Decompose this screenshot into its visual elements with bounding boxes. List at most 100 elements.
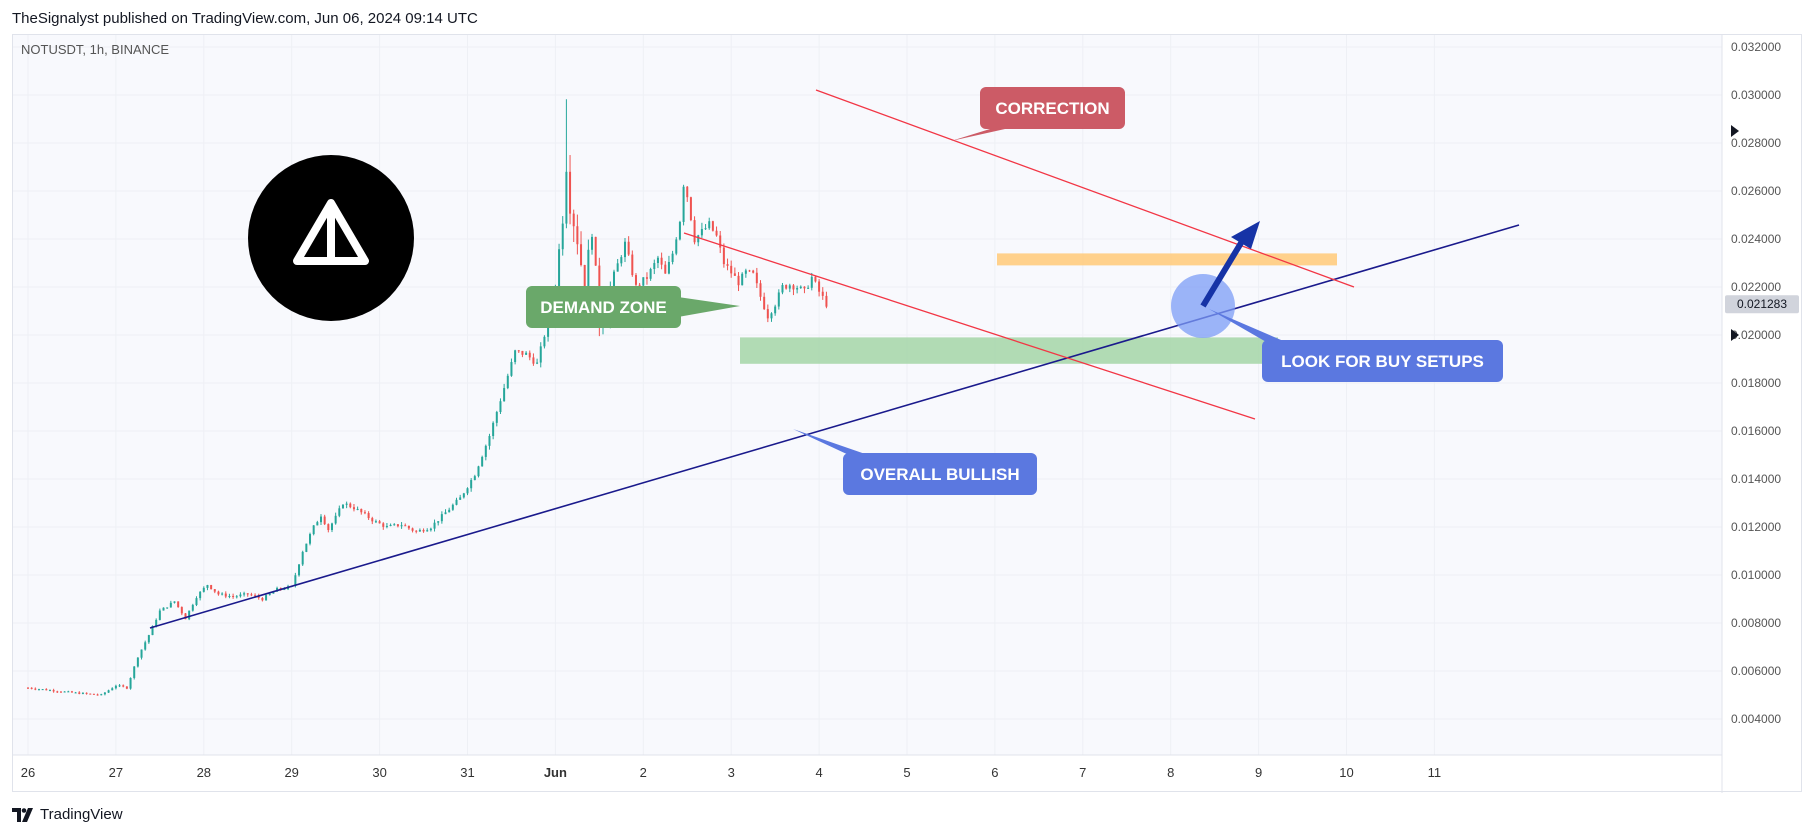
bullish-trendline [149,224,1520,629]
candle-body [514,350,517,363]
candle-body [664,264,667,274]
buy-setups-label-tail [1209,309,1288,343]
x-tick-label: 8 [1167,765,1174,780]
candle-body [199,591,202,599]
candle-body [330,523,333,531]
candle-body [792,285,795,290]
zone-layer [740,253,1337,364]
last-price-badge [1725,295,1799,314]
x-axis[interactable]: 26 27 28 29 30 31 Jun 2 3 4 5 6 7 8 9 10 11 [21,765,1441,780]
candle-body [323,516,326,525]
y-tick-label: 0.022000 [1731,280,1781,294]
candle-body [96,694,99,696]
candle-body [363,512,366,514]
candle-body [488,436,491,446]
chart-frame[interactable]: CORRECTION DEMAND ZONE LOOK FOR BUY SETUPS… [12,34,1803,793]
candle-body [451,504,454,510]
candle-body [477,466,480,477]
candle-body [360,508,363,513]
candle-body [426,530,429,532]
candle-body [133,666,136,678]
candle-body [825,295,828,307]
correction-label-text: CORRECTION [995,99,1109,118]
candle-body [785,285,788,289]
candle-body [34,688,37,690]
candle-body [510,362,513,376]
candle-body [378,521,381,524]
candle-body [708,221,711,229]
candle-body [341,504,344,509]
candle-body [67,691,70,693]
demand-zone-label-box [526,286,681,328]
candle-body [338,508,341,516]
target-arrow-head [1231,221,1260,249]
symbol-label: NOTUSDT, 1h, BINANCE [21,42,169,57]
candle-body [319,516,323,523]
candle-body [821,291,824,296]
candle-body [136,657,139,667]
candle-body [396,524,399,527]
candle-body [48,690,51,692]
demand-zone-label-tail [678,297,740,317]
candle-body [682,186,685,222]
candle-body [74,692,77,694]
candle-body [525,352,528,355]
plot-background [13,35,1722,755]
candle-body [558,249,561,290]
y-tick-label: 0.008000 [1731,616,1781,630]
candle-body [298,564,301,576]
candle-body [352,507,355,510]
y-axis[interactable]: 0.032000 0.030000 0.028000 0.026000 0.024000… [1725,40,1799,726]
candle-body [232,596,235,598]
y-tick-label: 0.012000 [1731,520,1781,534]
overall-bullish-label-tail [793,429,871,456]
candle-body [818,281,821,292]
candle-body [565,171,568,224]
candle-body [407,525,410,529]
candle-body [737,275,740,286]
line-layer [149,89,1520,629]
candle-body [689,197,692,221]
candle-body [422,529,425,532]
candle-body [616,263,619,272]
price-chart[interactable]: CORRECTION DEMAND ZONE LOOK FOR BUY SETUPS… [13,35,1803,793]
candle-body [268,593,271,596]
candle-body [774,306,777,314]
x-tick-label: 29 [284,765,298,780]
candle-body [671,253,674,262]
candle-body [166,607,169,609]
overall-bullish-label-text: OVERALL BULLISH [860,465,1019,484]
tradingview-logo[interactable]: TradingView [12,806,123,823]
candle-body [63,691,66,693]
candle-body [418,529,421,532]
x-tick-label: Jun [544,765,567,780]
candle-body [147,635,150,643]
candle-body [796,288,799,290]
candle-body [807,287,810,289]
candle-body [741,273,744,286]
candle-body [517,350,520,352]
candle-body [327,524,330,531]
candle-body [118,685,121,687]
candle-body [752,270,755,273]
candle-body [675,239,678,254]
candle-body [569,171,572,214]
notcoin-logo-icon [248,155,414,321]
y-tick-label: 0.020000 [1731,328,1781,342]
candle-body [466,488,469,494]
y-tick-label: 0.032000 [1731,40,1781,54]
candle-body [759,283,762,297]
candle-body [539,346,542,363]
y-tick-label: 0.016000 [1731,424,1781,438]
candle-body [777,292,780,307]
x-tick-label: 2 [640,765,647,780]
candle-body [415,530,418,532]
candle-body [202,587,205,592]
candle-body [448,509,451,513]
y-tick-label: 0.014000 [1731,472,1781,486]
candle-body [462,493,465,498]
buy-setups-label-box [1262,340,1503,382]
candle-body [700,229,703,236]
candle-body [283,589,286,591]
candle-body [158,610,161,620]
